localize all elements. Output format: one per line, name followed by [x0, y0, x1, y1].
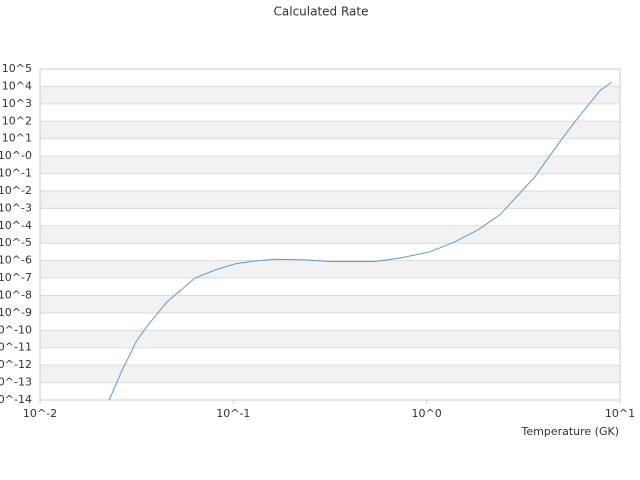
grid-band	[40, 225, 620, 244]
data-line	[108, 81, 613, 401]
y-tick-label: 10^-7	[0, 271, 32, 284]
y-tick-label: 10^-8	[0, 288, 32, 301]
grid-band	[40, 295, 620, 313]
y-tick-label: 10^-14	[0, 393, 32, 406]
chart-title: Calculated Rate	[274, 5, 369, 19]
x-tick-label: 10^-2	[23, 407, 57, 420]
plot-frame	[39, 68, 621, 401]
y-tick-label: 10^-3	[0, 201, 32, 214]
y-tick-label: 10^3	[2, 97, 32, 110]
y-tick-label: 10^5	[2, 62, 32, 75]
y-tick-label: 10^-9	[0, 306, 32, 319]
grid-band	[40, 330, 620, 348]
y-tick-label: 10^2	[2, 114, 32, 127]
grid-band	[40, 365, 620, 383]
y-tick-label: 10^1	[2, 132, 32, 145]
y-tick-label: 10^-12	[0, 358, 32, 371]
y-tick-label: 10^-1	[0, 167, 32, 180]
y-tick-label: 10^-11	[0, 341, 32, 354]
y-tick-label: 10^-4	[0, 219, 32, 232]
grid	[40, 68, 620, 401]
x-axis-title: Temperature (GK)	[521, 425, 620, 438]
grid-band	[40, 190, 620, 209]
grid-band	[40, 156, 620, 174]
x-tick-label: 10^0	[412, 407, 442, 420]
grid-band	[40, 260, 620, 279]
y-tick-label: 10^-0	[0, 149, 32, 162]
y-tick-label: 10^-10	[0, 323, 32, 336]
y-tick-label: 10^-2	[0, 184, 32, 197]
x-tick-label: 10^1	[605, 407, 635, 420]
grid-band	[40, 121, 620, 139]
grid-band	[40, 86, 620, 104]
y-tick-label: 10^-5	[0, 236, 32, 249]
y-tick-label: 10^-13	[0, 376, 32, 389]
y-tick-label: 10^-6	[0, 254, 32, 267]
x-tick-label: 10^-1	[216, 407, 250, 420]
y-tick-label: 10^4	[2, 79, 32, 92]
